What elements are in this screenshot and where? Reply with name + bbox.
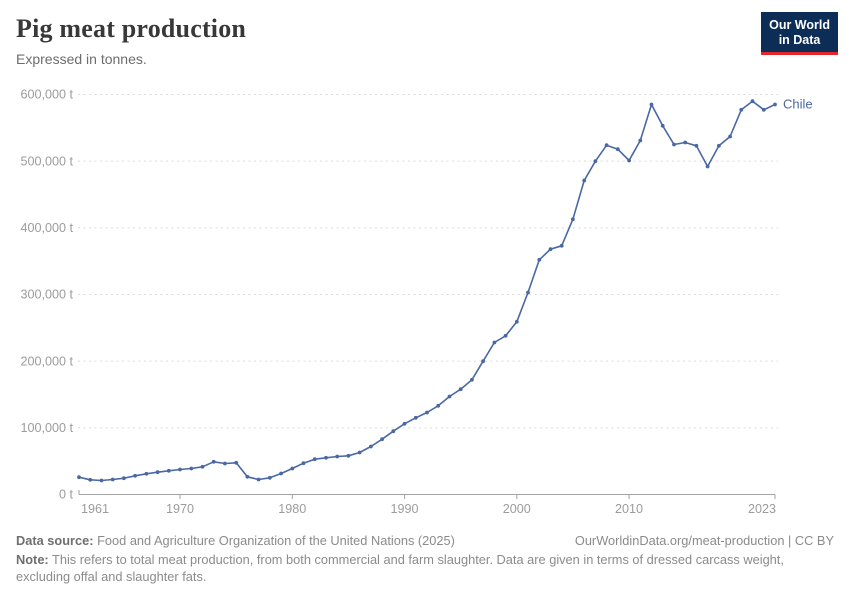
data-point[interactable] <box>503 333 508 338</box>
note-text: This refers to total meat production, fr… <box>16 552 784 585</box>
logo-line-1: Our World <box>769 18 830 32</box>
data-point[interactable] <box>761 107 766 112</box>
data-source-text: Food and Agriculture Organization of the… <box>97 533 455 548</box>
data-point[interactable] <box>312 457 317 462</box>
data-point[interactable] <box>391 429 396 434</box>
data-point[interactable] <box>492 340 497 345</box>
data-point[interactable] <box>694 143 699 148</box>
data-point[interactable] <box>267 475 272 480</box>
x-tick-label: 1970 <box>166 502 194 516</box>
data-point[interactable] <box>335 454 340 459</box>
data-point[interactable] <box>526 290 530 295</box>
entity-label-chile[interactable]: Chile <box>783 97 813 112</box>
data-point[interactable] <box>279 471 283 476</box>
data-point[interactable] <box>750 99 755 104</box>
x-tick-label: 1990 <box>391 502 419 516</box>
chart-header: Pig meat production Expressed in tonnes. <box>16 14 740 67</box>
y-tick-label: 0 t <box>59 488 74 502</box>
data-point[interactable] <box>548 247 553 252</box>
data-point[interactable] <box>627 158 631 163</box>
data-point[interactable] <box>369 444 373 449</box>
owid-logo[interactable]: Our World in Data <box>761 12 838 55</box>
data-point[interactable] <box>290 466 295 471</box>
data-point[interactable] <box>436 403 441 408</box>
data-point[interactable] <box>593 159 598 164</box>
y-tick-label: 600,000 t <box>20 88 73 102</box>
data-point[interactable] <box>178 467 182 472</box>
data-point[interactable] <box>223 461 227 466</box>
logo-line-2: in Data <box>778 33 821 47</box>
data-point[interactable] <box>649 102 654 107</box>
data-point[interactable] <box>470 377 474 382</box>
data-point[interactable] <box>705 164 710 169</box>
data-point[interactable] <box>773 102 777 107</box>
data-point[interactable] <box>122 476 126 481</box>
data-point[interactable] <box>638 138 643 143</box>
owid-url-license[interactable]: OurWorldinData.org/meat-production | CC … <box>574 533 834 548</box>
data-point[interactable] <box>357 450 362 455</box>
data-point[interactable] <box>514 319 519 324</box>
y-tick-label: 500,000 t <box>20 154 73 168</box>
data-point[interactable] <box>133 473 138 478</box>
chart-footer: Data source: Food and Agriculture Organi… <box>16 532 834 585</box>
data-point[interactable] <box>672 142 676 147</box>
data-point[interactable] <box>99 478 104 483</box>
chart-area: 0 t 100,000 t 200,000 t 300,000 t 400,000 t 5… <box>0 80 850 532</box>
y-tick-label: 200,000 t <box>20 354 73 368</box>
data-point[interactable] <box>200 464 205 469</box>
data-point[interactable] <box>245 474 250 479</box>
data-point[interactable] <box>571 217 575 222</box>
data-point[interactable] <box>481 359 485 364</box>
x-tick-label: 2023 <box>748 502 776 516</box>
data-point[interactable] <box>346 453 351 458</box>
data-point[interactable] <box>402 421 407 426</box>
data-point[interactable] <box>683 140 688 145</box>
data-point[interactable] <box>728 134 732 139</box>
y-tick-label: 400,000 t <box>20 221 73 235</box>
x-tick-label: 2000 <box>503 502 531 516</box>
data-series-line[interactable] <box>78 100 776 482</box>
data-point[interactable] <box>166 468 171 473</box>
data-point[interactable] <box>660 123 665 128</box>
data-point[interactable] <box>77 475 81 480</box>
chart-subtitle: Expressed in tonnes. <box>16 51 147 67</box>
data-point[interactable] <box>537 257 542 262</box>
data-source-label: Data source: <box>16 533 94 548</box>
data-point[interactable] <box>447 394 452 399</box>
data-point[interactable] <box>88 477 93 482</box>
data-point[interactable] <box>144 471 149 476</box>
data-point[interactable] <box>234 460 239 465</box>
data-point[interactable] <box>458 387 463 392</box>
data-point[interactable] <box>380 437 384 442</box>
data-point[interactable] <box>413 415 418 420</box>
note-label: Note: <box>16 552 49 568</box>
data-point[interactable] <box>211 459 216 464</box>
page-title: Pig meat production <box>16 14 247 43</box>
data-point[interactable] <box>582 178 587 183</box>
data-point[interactable] <box>256 477 261 482</box>
data-point[interactable] <box>155 470 160 475</box>
data-point[interactable] <box>110 477 115 482</box>
data-point[interactable] <box>189 466 194 471</box>
data-point[interactable] <box>559 243 564 248</box>
x-tick-label: 1961 <box>81 502 109 516</box>
data-point[interactable] <box>717 143 721 148</box>
x-tick-label: 1980 <box>278 502 306 516</box>
y-tick-label: 100,000 t <box>20 421 73 435</box>
data-point[interactable] <box>615 147 620 152</box>
data-source: Data source: Food and Agriculture Organi… <box>16 532 455 549</box>
x-tick-label: 2010 <box>615 502 643 516</box>
data-point[interactable] <box>739 107 744 112</box>
data-point[interactable] <box>324 455 328 460</box>
data-point[interactable] <box>425 410 429 415</box>
y-tick-label: 300,000 t <box>20 288 73 302</box>
data-point[interactable] <box>604 143 609 148</box>
data-point[interactable] <box>301 461 306 466</box>
line-chart[interactable]: 0 t 100,000 t 200,000 t 300,000 t 400,000 t 5… <box>0 80 850 532</box>
